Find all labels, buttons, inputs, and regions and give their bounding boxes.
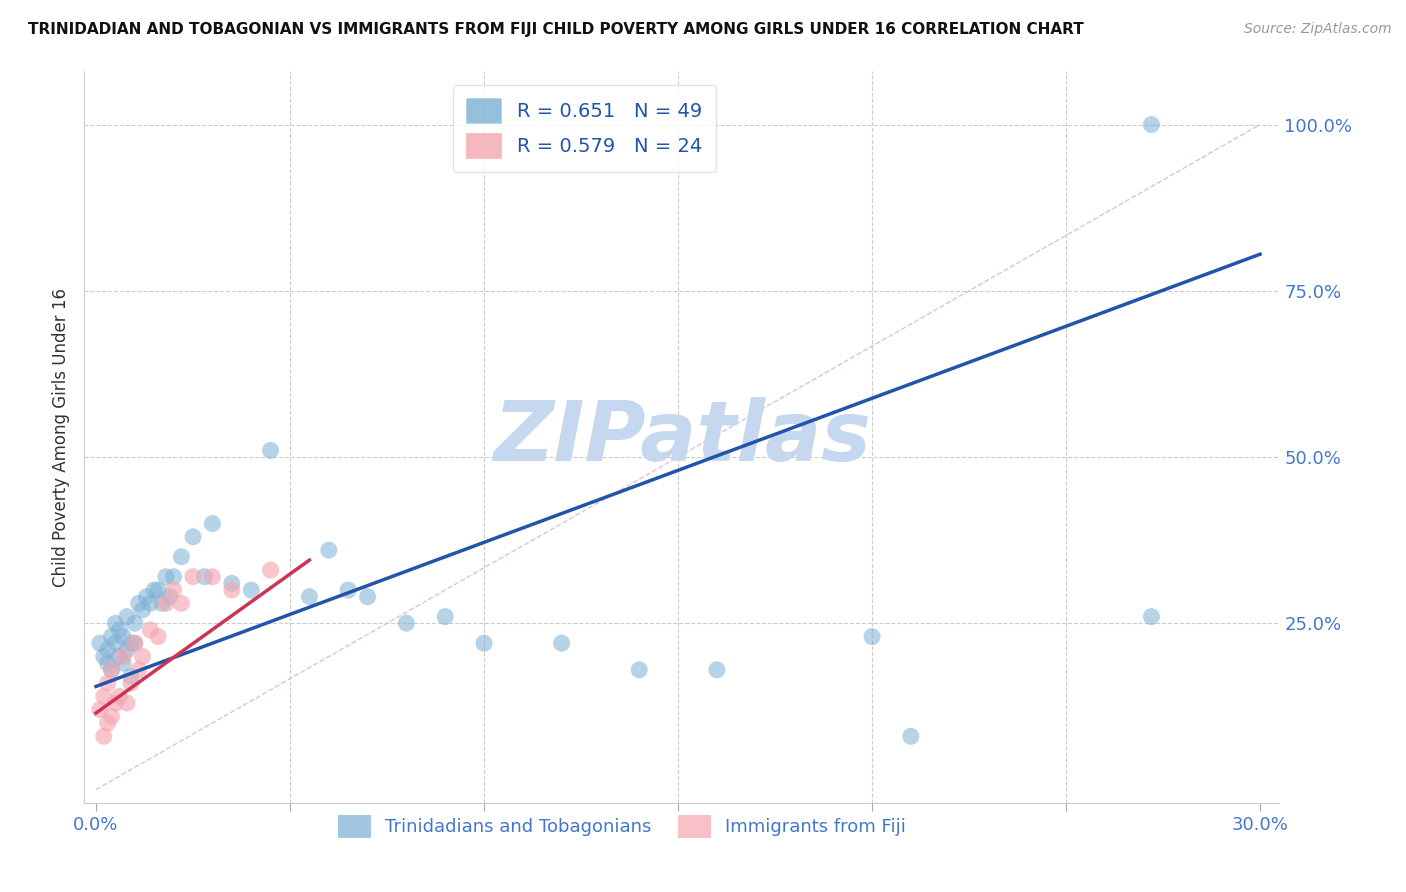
Point: [112, 656, 135, 670]
Text: Source: ZipAtlas.com: Source: ZipAtlas.com: [1244, 22, 1392, 37]
Point: [259, 443, 281, 458]
Point: [89, 703, 111, 717]
Legend: Trinidadians and Tobagonians, Immigrants from Fiji: Trinidadians and Tobagonians, Immigrants…: [330, 807, 914, 845]
Point: [472, 636, 495, 650]
Point: [93, 690, 115, 704]
Point: [93, 729, 115, 743]
Point: [104, 616, 127, 631]
Point: [108, 690, 131, 704]
Text: ZIPatlas: ZIPatlas: [494, 397, 870, 477]
Point: [201, 570, 224, 584]
Point: [181, 530, 204, 544]
Point: [115, 609, 138, 624]
Point: [139, 623, 162, 637]
Point: [146, 582, 169, 597]
Point: [100, 709, 122, 723]
Point: [115, 696, 138, 710]
Point: [100, 663, 122, 677]
Point: [181, 570, 204, 584]
Point: [146, 630, 169, 644]
Point: [550, 636, 572, 650]
Point: [112, 649, 135, 664]
Text: TRINIDADIAN AND TOBAGONIAN VS IMMIGRANTS FROM FIJI CHILD POVERTY AMONG GIRLS UND: TRINIDADIAN AND TOBAGONIAN VS IMMIGRANTS…: [28, 22, 1084, 37]
Y-axis label: Child Poverty Among Girls Under 16: Child Poverty Among Girls Under 16: [52, 287, 70, 587]
Point: [93, 649, 115, 664]
Point: [104, 636, 127, 650]
Point: [97, 676, 120, 690]
Point: [124, 616, 146, 631]
Point: [434, 609, 457, 624]
Point: [162, 582, 184, 597]
Point: [628, 663, 651, 677]
Point: [104, 696, 127, 710]
Point: [128, 663, 150, 677]
Point: [89, 636, 111, 650]
Point: [128, 596, 150, 610]
Point: [131, 649, 153, 664]
Point: [115, 643, 138, 657]
Point: [900, 729, 922, 743]
Point: [131, 603, 153, 617]
Point: [240, 582, 263, 597]
Point: [221, 582, 243, 597]
Point: [155, 596, 177, 610]
Point: [162, 570, 184, 584]
Point: [221, 576, 243, 591]
Point: [135, 590, 157, 604]
Point: [150, 596, 173, 610]
Point: [97, 716, 120, 731]
Point: [337, 582, 360, 597]
Point: [201, 516, 224, 531]
Point: [120, 636, 142, 650]
Point: [100, 630, 122, 644]
Point: [139, 596, 162, 610]
Point: [194, 570, 217, 584]
Point: [259, 563, 281, 577]
Point: [1140, 609, 1163, 624]
Point: [298, 590, 321, 604]
Point: [356, 590, 378, 604]
Point: [395, 616, 418, 631]
Point: [318, 543, 340, 558]
Point: [97, 656, 120, 670]
Point: [1140, 118, 1163, 132]
Point: [124, 636, 146, 650]
Point: [108, 623, 131, 637]
Point: [120, 676, 142, 690]
Point: [170, 596, 193, 610]
Point: [108, 649, 131, 664]
Point: [100, 663, 122, 677]
Point: [155, 570, 177, 584]
Point: [143, 582, 166, 597]
Point: [120, 669, 142, 683]
Point: [124, 636, 146, 650]
Point: [170, 549, 193, 564]
Point: [112, 630, 135, 644]
Point: [97, 643, 120, 657]
Point: [159, 590, 181, 604]
Point: [706, 663, 728, 677]
Point: [860, 630, 883, 644]
